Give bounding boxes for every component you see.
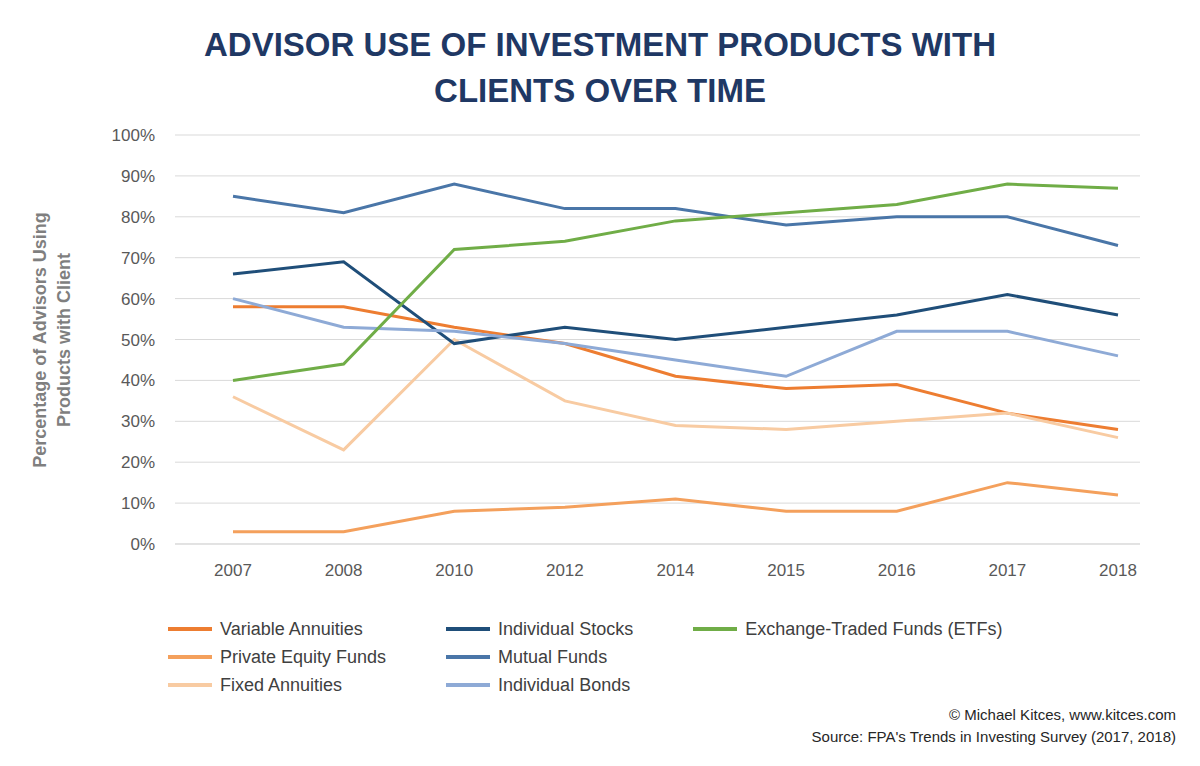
svg-text:2014: 2014 xyxy=(657,561,695,580)
svg-text:100%: 100% xyxy=(112,126,155,145)
svg-text:0%: 0% xyxy=(130,535,155,554)
svg-text:2017: 2017 xyxy=(988,561,1026,580)
html-text:Private Equity Funds: Private Equity Funds xyxy=(220,646,387,667)
html-text:Individual Bonds: Individual Bonds xyxy=(498,674,631,695)
svg-text:2010: 2010 xyxy=(435,561,473,580)
svg-text:2015: 2015 xyxy=(767,561,805,580)
svg-text:30%: 30% xyxy=(121,412,155,431)
html-text:Source: FPA's Trends in Invest: Source: FPA's Trends in Investing Survey… xyxy=(811,728,1176,745)
svg-text:2016: 2016 xyxy=(878,561,916,580)
html-text:ADVISOR USE OF INVESTMENT PROD: ADVISOR USE OF INVESTMENT PRODUCTS WITH … xyxy=(204,26,996,109)
svg-text:10%: 10% xyxy=(121,494,155,513)
html-text:Mutual Funds: Mutual Funds xyxy=(498,646,608,667)
svg-text:40%: 40% xyxy=(121,371,155,390)
html-text:Exchange-Traded Funds (ETFs): Exchange-Traded Funds (ETFs) xyxy=(745,618,1003,639)
svg-text:50%: 50% xyxy=(121,331,155,350)
svg-text:70%: 70% xyxy=(121,249,155,268)
svg-text:2012: 2012 xyxy=(546,561,584,580)
html-text:Fixed Annuities: Fixed Annuities xyxy=(220,674,343,695)
html-text:© Michael Kitces, www.kitces.c: © Michael Kitces, www.kitces.com xyxy=(949,706,1176,723)
svg-text:2007: 2007 xyxy=(214,561,252,580)
svg-text:2008: 2008 xyxy=(325,561,363,580)
html-text:Variable Annuities: Variable Annuities xyxy=(220,618,363,639)
svg-text:80%: 80% xyxy=(121,208,155,227)
svg-text:2018: 2018 xyxy=(1099,561,1137,580)
svg-text:20%: 20% xyxy=(121,453,155,472)
svg-text:90%: 90% xyxy=(121,167,155,186)
html-text:Individual Stocks: Individual Stocks xyxy=(498,618,634,639)
html-text:Percentage of Advisors Using P: Percentage of Advisors Using Products wi… xyxy=(30,212,74,468)
svg-text:60%: 60% xyxy=(121,290,155,309)
